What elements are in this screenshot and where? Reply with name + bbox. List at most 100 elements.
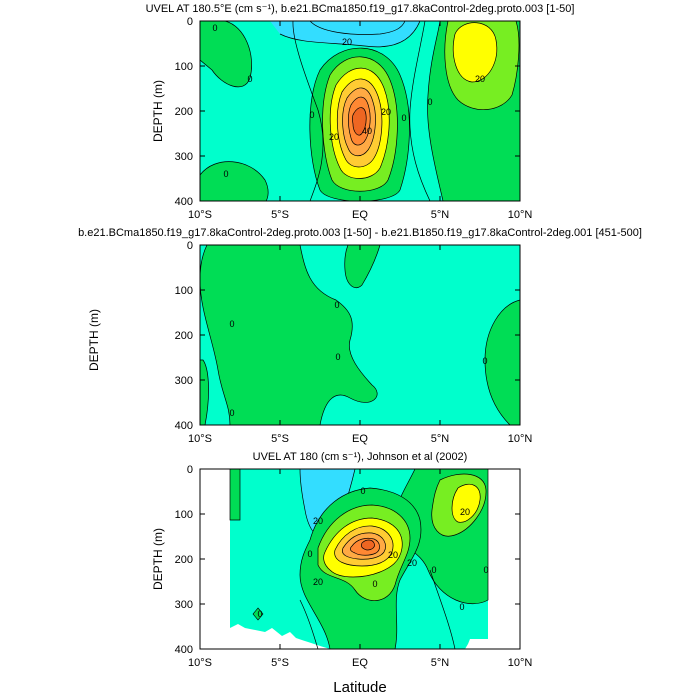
contour-label: 0 (257, 609, 262, 619)
contour-label: 40 (362, 126, 372, 136)
contour-label: 0 (372, 579, 377, 589)
y-tick-marks (200, 513, 520, 605)
panel-2-east-positive-region (484, 299, 520, 425)
panel-1-contour-line-east (409, 21, 431, 201)
contour-label: 0 (360, 486, 365, 496)
panel-1-contour-line-west (292, 21, 324, 201)
panel-1-x-axis: 10°S 5°S EQ 5°N 10°N (188, 21, 532, 221)
y-tick-label: 200 (175, 554, 193, 566)
y-tick-marks (200, 65, 520, 157)
y-tick-label: 100 (175, 509, 193, 521)
panel-3-plot (229, 469, 489, 649)
panel-3-east-contour-20 (451, 483, 481, 523)
y-tick-label: 300 (175, 151, 193, 163)
panel-2-title: b.e21.BCma1850.f19_g17.8kaControl-2deg.p… (78, 227, 642, 239)
x-tick-label: 5°N (431, 433, 450, 445)
panel-2-x-axis: 10°S 5°S EQ 5°N 10°N (188, 245, 532, 445)
x-tick-label: EQ (352, 209, 368, 221)
y-tick-label: 400 (175, 644, 193, 656)
contour-label: 20 (475, 74, 485, 84)
panel-1-west-surface-positive (200, 21, 252, 88)
panel-2-central-positive-tongue (344, 245, 381, 289)
contour-label: 0 (459, 602, 464, 612)
panel-2-y-title: DEPTH (m) (87, 309, 101, 371)
contour-label: 0 (401, 113, 406, 123)
contour-label: 20 (342, 37, 352, 47)
panel-3-west-positive-strip (229, 469, 241, 521)
contour-label: 20 (388, 550, 398, 560)
panel-2-plot (200, 245, 520, 425)
contour-label: 0 (229, 319, 234, 329)
y-tick-label: 200 (175, 330, 193, 342)
panel-2-west-positive-region (200, 245, 378, 425)
panel-3-y-axis: 0 100 200 300 400 (175, 464, 520, 656)
contour-label: 0 (309, 110, 314, 120)
contour-label: 20 (313, 577, 323, 587)
panel-1-east-contour-20 (452, 22, 498, 83)
contour-label: 0 (431, 565, 436, 575)
x-tick-label: 5°S (271, 657, 289, 669)
y-tick-label: 100 (175, 285, 193, 297)
panel-1-y-title: DEPTH (m) (151, 80, 165, 142)
x-tick-label: 5°N (431, 657, 450, 669)
contour-label: 0 (247, 74, 252, 84)
contour-label: 20 (313, 516, 323, 526)
y-tick-label: 400 (175, 420, 193, 432)
panel-1-surface-negative-region (270, 21, 420, 47)
y-tick-label: 400 (175, 196, 193, 208)
panel-3-southwest-small-positive (252, 607, 264, 621)
contour-label: 20 (381, 107, 391, 117)
contour-label: 0 (482, 356, 487, 366)
x-tick-label: 10°N (508, 657, 533, 669)
contour-label: 0 (307, 549, 312, 559)
x-tick-label: 10°S (188, 433, 212, 445)
contour-label: 20 (407, 558, 417, 568)
panel-3-title: UVEL AT 180 (cm s⁻¹), Johnson et al (200… (253, 451, 468, 463)
x-tick-marks (279, 245, 441, 425)
y-tick-label: 0 (187, 464, 193, 476)
contour-label: 0 (427, 97, 432, 107)
contour-label: 20 (460, 507, 470, 517)
x-tick-marks (279, 21, 441, 201)
x-tick-label: 10°S (188, 209, 212, 221)
panel-3-y-title: DEPTH (m) (151, 528, 165, 590)
contour-label: 0 (212, 23, 217, 33)
contour-label: 0 (334, 300, 339, 310)
contour-label: 0 (223, 169, 228, 179)
panel-2-southwest-small-positive (200, 359, 209, 425)
panel-2-y-axis: 0 100 200 300 400 (175, 240, 520, 432)
y-tick-label: 200 (175, 106, 193, 118)
panel-1-euc-contour-60 (351, 107, 367, 136)
panel-1: UVEL AT 180.5°E (cm s⁻¹), b.e21.BCma1850… (146, 3, 575, 221)
x-tick-label: 5°S (271, 433, 289, 445)
x-axis-title: Latitude (333, 679, 386, 696)
x-tick-label: 10°N (508, 209, 533, 221)
panel-1-contour-line-surface-20 (309, 21, 406, 35)
contour-label: 20 (329, 132, 339, 142)
y-tick-label: 0 (187, 240, 193, 252)
x-tick-label: 10°S (188, 657, 212, 669)
panel-1-title: UVEL AT 180.5°E (cm s⁻¹), b.e21.BCma1850… (146, 3, 575, 15)
y-tick-label: 300 (175, 599, 193, 611)
contour-label: 0 (229, 408, 234, 418)
panel-3: UVEL AT 180 (cm s⁻¹), Johnson et al (200… (151, 451, 532, 696)
panel-3-x-axis: 10°S 5°S EQ 5°N 10°N (188, 469, 532, 669)
x-tick-label: 10°N (508, 433, 533, 445)
x-tick-marks (279, 469, 441, 649)
x-tick-label: EQ (352, 657, 368, 669)
panel-1-southwest-deep-positive (200, 161, 269, 201)
panel-3-contour-labels: 0 0 0 0 0 0 0 20 20 20 20 20 (257, 486, 488, 619)
x-tick-label: EQ (352, 433, 368, 445)
y-tick-marks (200, 289, 520, 381)
panel-1-contour-labels: 0 0 0 0 0 0 20 20 20 20 40 (212, 23, 485, 179)
panel-1-contour-line-surface (279, 21, 421, 48)
panel-2-contour-labels: 0 0 0 0 0 (229, 300, 487, 418)
y-tick-label: 300 (175, 375, 193, 387)
contour-label: 0 (335, 352, 340, 362)
x-tick-label: 5°N (431, 209, 450, 221)
panel-2: b.e21.BCma1850.f19_g17.8kaControl-2deg.p… (78, 227, 642, 445)
y-tick-label: 0 (187, 16, 193, 28)
panel-3-deep-east-contour (429, 569, 456, 649)
panel-3-deep-west-contour (299, 599, 319, 649)
